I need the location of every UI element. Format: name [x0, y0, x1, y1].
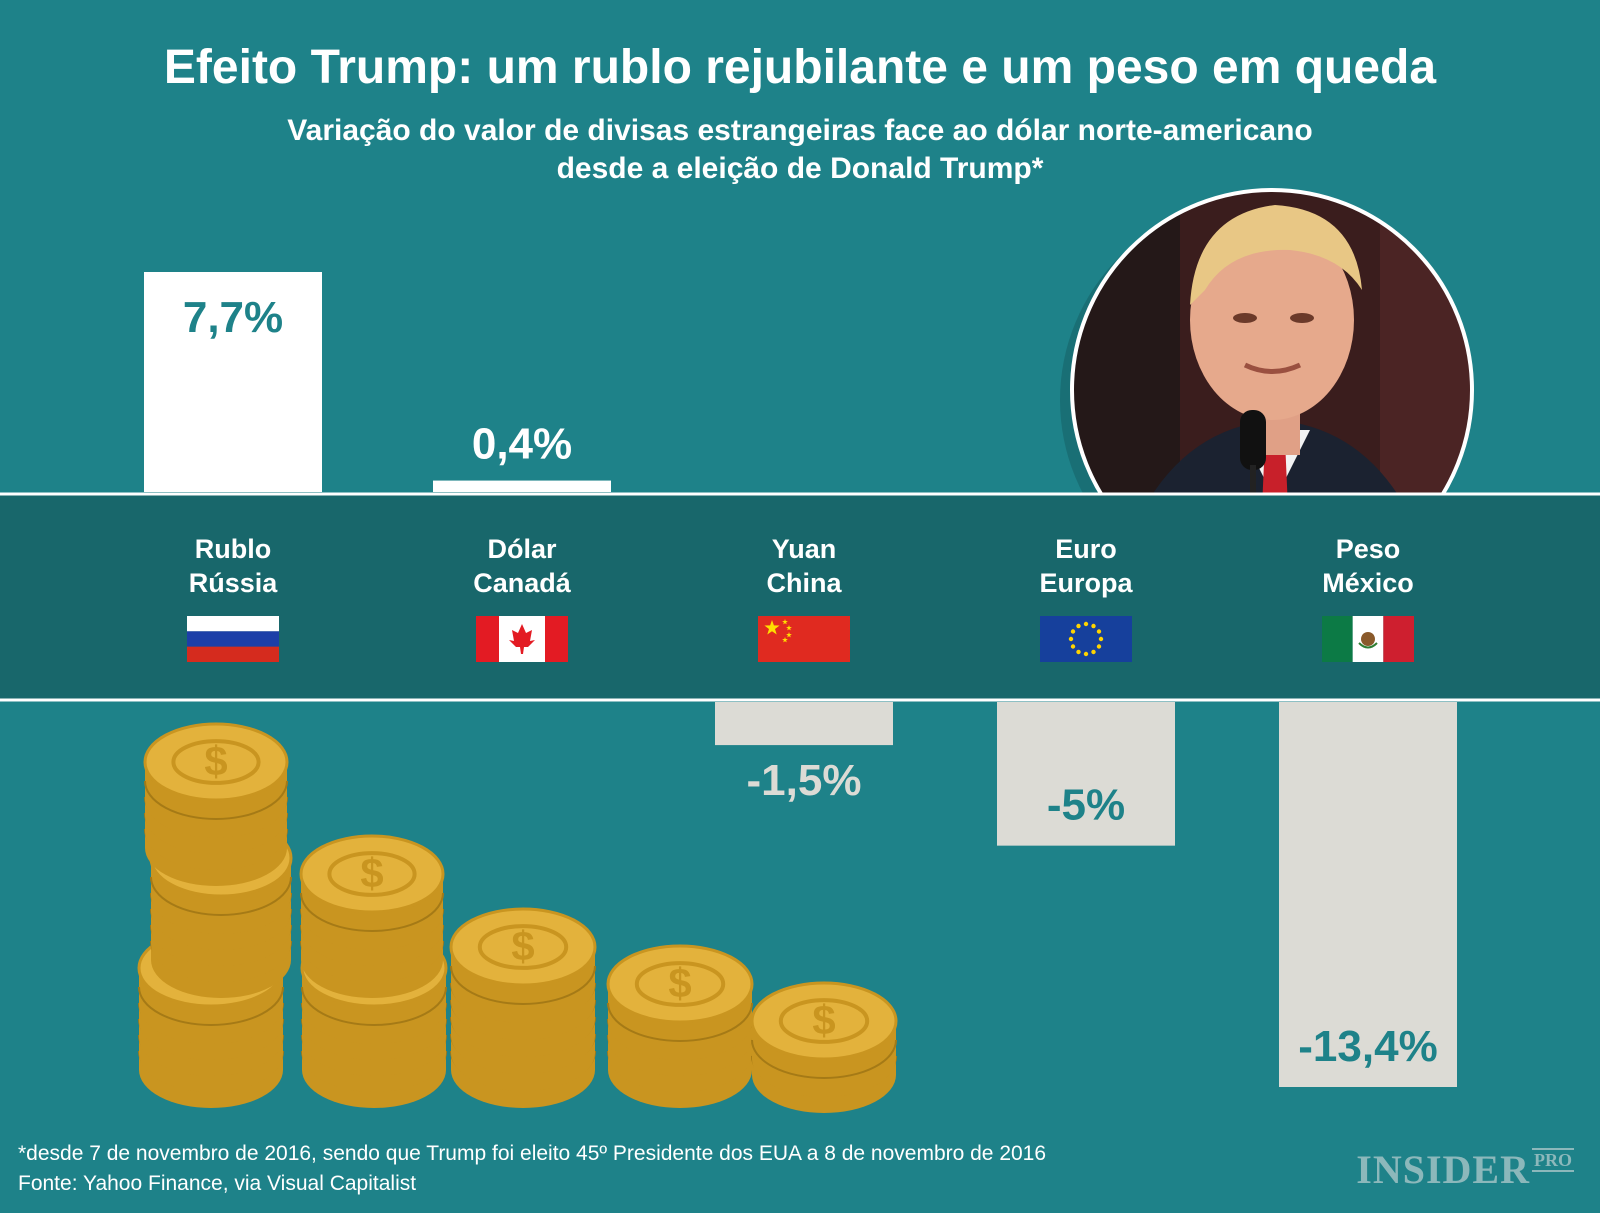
svg-text:$: $: [360, 849, 383, 896]
svg-text:$: $: [812, 996, 835, 1043]
country-label-europa: Europa: [1039, 568, 1133, 598]
bar-russia: [144, 272, 322, 492]
bar-mexico: [1279, 702, 1457, 1087]
country-label-russia: Rússia: [189, 568, 279, 598]
currency-label-russia: Rublo: [195, 534, 271, 564]
chart-title: Efeito Trump: um rublo rejubilante e um …: [163, 41, 1437, 94]
currency-label-mexico: Peso: [1336, 534, 1401, 564]
value-label-canada: 0,4%: [472, 420, 572, 469]
coin-stacks-illustration: $$$$$$$$: [137, 722, 898, 1113]
bar-china: [715, 702, 893, 746]
category-band: [0, 494, 1600, 700]
svg-text:$: $: [511, 922, 534, 969]
currency-label-china: Yuan: [772, 534, 837, 564]
currency-label-canada: Dólar: [487, 534, 557, 564]
country-label-canada: Canadá: [473, 568, 572, 598]
bar-europa: [997, 702, 1175, 846]
canada-flag-icon: [476, 616, 568, 662]
country-label-mexico: México: [1322, 568, 1414, 598]
currency-label-europa: Euro: [1055, 534, 1117, 564]
svg-text:$: $: [668, 959, 691, 1006]
value-label-china: -1,5%: [747, 756, 862, 805]
mexico-flag-icon: [1322, 616, 1414, 662]
footnote: *desde 7 de novembro de 2016, sendo que …: [18, 1142, 1047, 1165]
value-label-russia: 7,7%: [183, 293, 283, 342]
insider-pro-logo: INSIDER PRO: [1356, 1147, 1574, 1192]
country-label-china: China: [766, 568, 842, 598]
source-note: Fonte: Yahoo Finance, via Visual Capital…: [18, 1172, 417, 1195]
value-label-mexico: -13,4%: [1298, 1022, 1437, 1071]
russia-flag-icon: [187, 616, 279, 662]
chart-subtitle-line1: Variação do valor de divisas estrangeira…: [287, 114, 1313, 147]
bar-canada: [433, 480, 611, 492]
chart-subtitle-line2: desde a eleição de Donald Trump*: [556, 152, 1044, 185]
svg-text:$: $: [204, 737, 227, 784]
value-label-europa: -5%: [1047, 781, 1125, 830]
china-flag-icon: [758, 616, 850, 662]
eu-flag-icon: [1040, 616, 1132, 662]
